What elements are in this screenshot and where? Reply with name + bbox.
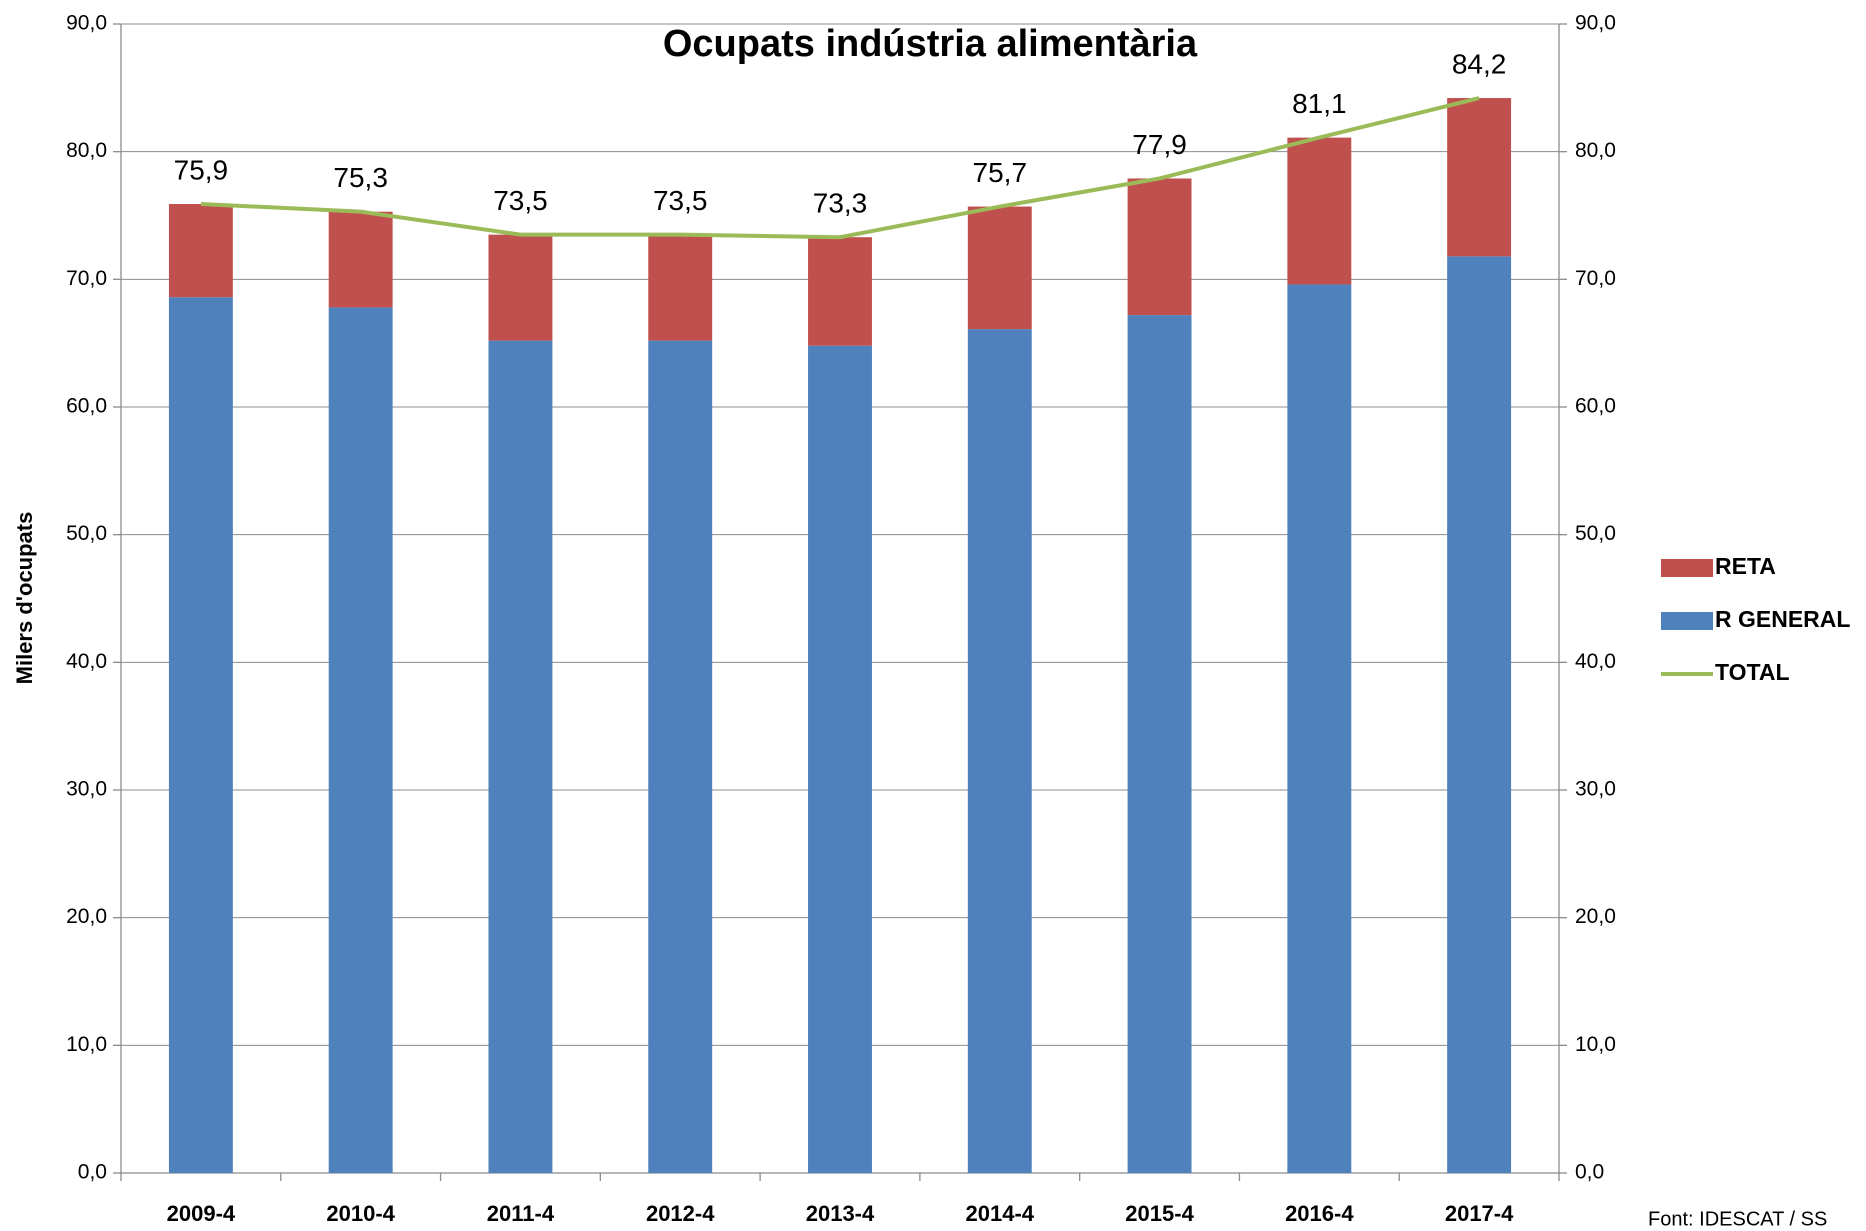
bar-segment <box>488 340 553 1173</box>
y2-tick-label: 60,0 <box>1575 395 1616 418</box>
bar-segment <box>1447 98 1512 257</box>
y-tick-label: 50,0 <box>66 522 107 545</box>
data-label: 73,5 <box>653 185 708 216</box>
bar-segment <box>1287 284 1352 1173</box>
bar-segment <box>488 234 553 341</box>
y-tick-label: 30,0 <box>66 778 107 801</box>
bar-segment <box>1127 315 1192 1174</box>
line-series <box>200 96 1480 240</box>
legend-label: TOTAL <box>1715 659 1790 685</box>
legend-label: RETA <box>1715 553 1776 579</box>
y-tick-label: 70,0 <box>66 267 107 290</box>
bar-segment <box>1287 137 1352 285</box>
x-tick-label: 2017-4 <box>1445 1201 1514 1226</box>
bar-segment <box>168 297 233 1173</box>
x-tick-label: 2010-4 <box>326 1201 395 1226</box>
x-tick-label: 2015-4 <box>1125 1201 1194 1226</box>
x-tick-label: 2013-4 <box>806 1201 875 1226</box>
bar-segment <box>967 329 1032 1174</box>
y2-tick-label: 70,0 <box>1575 267 1616 290</box>
bar-segment <box>808 237 872 346</box>
data-label: 75,9 <box>174 154 229 185</box>
x-tick-label: 2014-4 <box>966 1201 1035 1226</box>
y2-tick-label: 40,0 <box>1575 650 1616 673</box>
data-label: 75,3 <box>333 162 388 193</box>
data-label: 81,1 <box>1292 88 1347 119</box>
y2-tick-label: 80,0 <box>1575 139 1616 162</box>
y2-tick-label: 30,0 <box>1575 778 1616 801</box>
bar-segment <box>328 307 393 1173</box>
data-label: 73,3 <box>813 188 868 219</box>
data-label: 75,7 <box>973 157 1028 188</box>
y-tick-label: 90,0 <box>66 12 107 35</box>
bar-segment <box>1127 178 1192 316</box>
bar-segment <box>328 211 393 308</box>
y2-tick-label: 90,0 <box>1575 12 1616 35</box>
x-tick-label: 2016-4 <box>1285 1201 1354 1226</box>
y2-tick-label: 20,0 <box>1575 905 1616 928</box>
bar-segment <box>168 204 233 298</box>
legend-swatch <box>1661 612 1713 630</box>
bar-segment <box>648 340 713 1173</box>
y-tick-label: 10,0 <box>66 1033 107 1056</box>
x-tick-label: 2009-4 <box>167 1201 236 1226</box>
y-axis-label: Milers d'ocupats <box>12 512 37 685</box>
bar-segment <box>967 206 1032 330</box>
data-label: 77,9 <box>1132 129 1187 160</box>
y-tick-label: 0,0 <box>78 1161 107 1184</box>
chart-title: Ocupats indústria alimentària <box>663 23 1198 65</box>
y-tick-label: 40,0 <box>66 650 107 673</box>
y2-tick-label: 50,0 <box>1575 522 1616 545</box>
y-tick-label: 60,0 <box>66 395 107 418</box>
x-tick-label: 2011-4 <box>487 1201 555 1226</box>
bar-segment <box>1447 256 1512 1173</box>
x-tick-label: 2012-4 <box>646 1201 715 1226</box>
data-label: 73,5 <box>493 185 548 216</box>
y-tick-label: 20,0 <box>66 905 107 928</box>
source-note: Font: IDESCAT / SS <box>1648 1208 1827 1230</box>
y2-tick-label: 10,0 <box>1575 1033 1616 1056</box>
bar-segment <box>808 345 872 1174</box>
y-tick-label: 80,0 <box>66 139 107 162</box>
bar-segment <box>648 234 713 341</box>
legend-label: R GENERAL <box>1715 606 1850 632</box>
data-label: 84,2 <box>1452 48 1507 79</box>
legend-swatch <box>1661 559 1713 577</box>
y2-tick-label: 0,0 <box>1575 1161 1604 1184</box>
